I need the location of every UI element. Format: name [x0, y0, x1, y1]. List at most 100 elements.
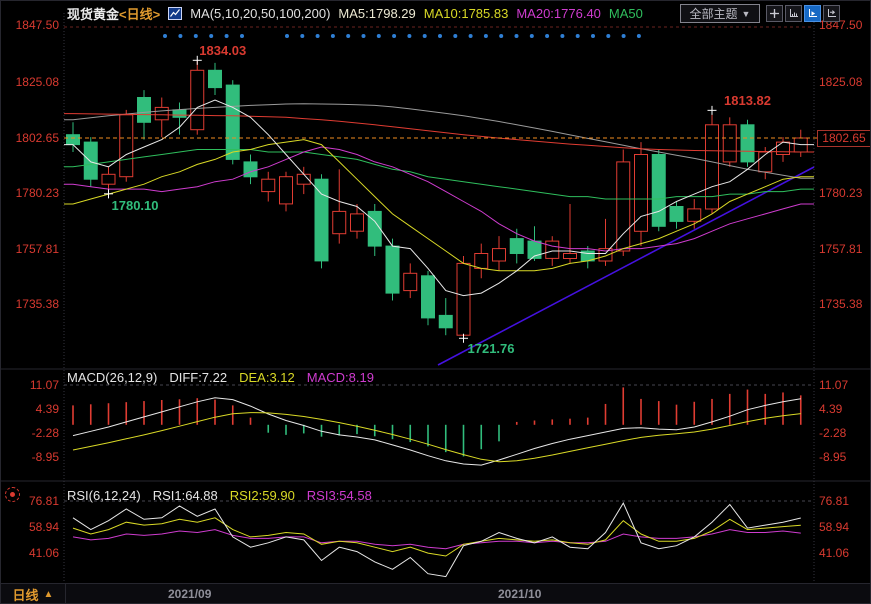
event-dot[interactable] — [636, 34, 641, 38]
event-dot[interactable] — [193, 34, 198, 38]
event-dot[interactable] — [376, 34, 381, 38]
rsi-axis-label-right: 76.81 — [819, 494, 850, 508]
macd-title: MACD(26,12,9) — [67, 370, 158, 385]
event-dot[interactable] — [407, 34, 412, 38]
event-dot[interactable] — [606, 34, 611, 38]
candle-body[interactable] — [261, 178, 276, 193]
chart-type-icon[interactable] — [168, 7, 183, 20]
candle-body[interactable] — [722, 124, 737, 163]
ma-config-label: MA(5,10,20,50,100,200) — [190, 6, 331, 21]
event-dot[interactable] — [545, 34, 550, 38]
event-dot[interactable] — [300, 34, 305, 38]
event-dot[interactable] — [422, 34, 427, 38]
ma10-value: MA10:1785.83 — [423, 6, 509, 21]
candle-body[interactable] — [332, 210, 347, 235]
event-dot[interactable] — [560, 34, 565, 38]
event-dot[interactable] — [346, 34, 351, 38]
ma-line-ma5 — [64, 99, 814, 297]
candle-body[interactable] — [474, 253, 489, 269]
candle-body[interactable] — [616, 161, 631, 252]
ma-line-ma10 — [64, 139, 814, 272]
event-dot[interactable] — [529, 34, 534, 38]
alert-sun-icon[interactable] — [5, 487, 20, 502]
toolbar-icons — [766, 5, 840, 22]
symbol-name: 现货黄金 — [67, 7, 120, 22]
macd-diff-value: DIFF:7.22 — [169, 370, 228, 385]
candle-body[interactable] — [403, 272, 418, 292]
shift-right-icon[interactable] — [823, 5, 840, 22]
event-dot[interactable] — [575, 34, 580, 38]
pan-move-icon[interactable] — [766, 5, 783, 22]
price-axis-label-right: 1757.81 — [819, 242, 863, 256]
candle-body[interactable] — [83, 141, 98, 180]
event-dot[interactable] — [315, 34, 320, 38]
event-dot[interactable] — [285, 34, 289, 38]
ma-line-ma20 — [64, 146, 814, 252]
candle-body[interactable] — [172, 109, 187, 118]
candle-body[interactable] — [509, 238, 524, 255]
event-dot[interactable] — [240, 34, 244, 38]
rsi1-value: RSI1:64.88 — [152, 488, 218, 503]
price-axis-label-left: 1847.50 — [15, 18, 59, 32]
candle-body[interactable] — [208, 69, 222, 89]
candle-body[interactable] — [314, 178, 329, 262]
event-dot[interactable] — [621, 34, 626, 38]
candle-body[interactable] — [740, 124, 755, 163]
ma50-value: MA50 — [608, 6, 643, 21]
event-dot[interactable] — [209, 34, 214, 38]
macd-macd-value: MACD:8.19 — [306, 370, 374, 385]
event-dot[interactable] — [468, 34, 473, 38]
event-dot[interactable] — [514, 34, 519, 38]
event-dot[interactable] — [163, 34, 167, 38]
candle-body[interactable] — [279, 176, 293, 205]
candle-body[interactable] — [687, 208, 702, 222]
event-dot[interactable] — [330, 34, 335, 38]
rsi3-value: RSI3:54.58 — [306, 488, 372, 503]
event-dot[interactable] — [591, 34, 595, 38]
period-selector[interactable]: 日线 ▲ — [1, 584, 66, 603]
candle-body[interactable] — [154, 106, 169, 121]
rsi2-line — [72, 517, 801, 557]
event-dot[interactable] — [499, 34, 504, 38]
candle-body[interactable] — [456, 262, 471, 336]
price-axis-label-right: 1735.38 — [819, 297, 863, 311]
candle-body[interactable] — [137, 97, 151, 123]
chart-header: 现货黄金 <日线> MA(5,10,20,50,100,200) MA5:179… — [67, 4, 643, 23]
last-price-label: 1802.65 — [817, 130, 870, 147]
candle-body[interactable] — [385, 245, 400, 294]
candle-body[interactable] — [651, 154, 666, 227]
candle-body[interactable] — [598, 248, 613, 262]
candle-body[interactable] — [634, 154, 648, 232]
candle-body[interactable] — [190, 69, 205, 131]
candle-body[interactable] — [225, 84, 240, 160]
axis-scale-icon[interactable] — [785, 5, 802, 22]
event-dot[interactable] — [361, 34, 366, 38]
candle-body[interactable] — [66, 134, 80, 146]
candle-body[interactable] — [492, 248, 506, 262]
theme-dropdown[interactable]: 全部主题 ▼ — [680, 4, 760, 23]
candle-body[interactable] — [119, 114, 134, 178]
candle-body[interactable] — [438, 314, 453, 329]
price-annotation: 1721.76 — [467, 341, 515, 357]
price-annotation: 1834.03 — [199, 43, 247, 59]
candle-body[interactable] — [545, 240, 560, 259]
candle-body[interactable] — [101, 173, 116, 185]
event-dot[interactable] — [224, 34, 229, 38]
candle-body[interactable] — [776, 141, 790, 156]
event-dot[interactable] — [178, 34, 183, 38]
event-dot[interactable] — [438, 34, 442, 38]
event-dot[interactable] — [453, 34, 458, 38]
price-axis-label-left: 1802.65 — [15, 131, 59, 145]
candle-body[interactable] — [367, 210, 382, 247]
candle-body[interactable] — [669, 206, 684, 222]
candle-body[interactable] — [243, 161, 258, 178]
candle-body[interactable] — [563, 253, 577, 259]
x-axis-date: 2021/10 — [498, 587, 542, 601]
x-axis-date: 2021/09 — [168, 587, 212, 601]
event-dot[interactable] — [392, 34, 397, 38]
event-dot[interactable] — [483, 34, 488, 38]
candle-body[interactable] — [350, 213, 364, 232]
candle-body[interactable] — [421, 275, 435, 319]
auto-scroll-icon[interactable] — [804, 5, 821, 22]
